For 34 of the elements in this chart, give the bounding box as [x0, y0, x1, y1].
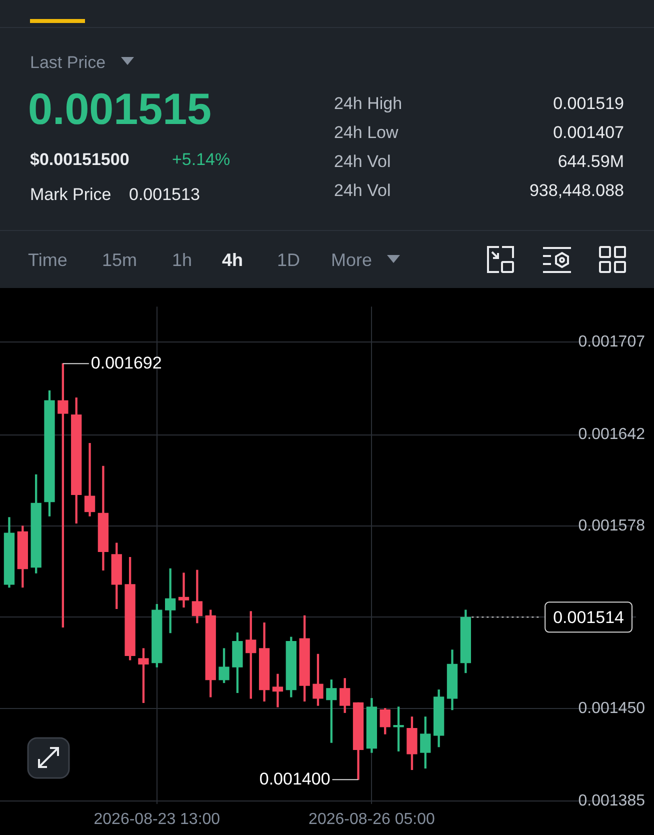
text: 0.001407: [553, 123, 624, 142]
y-tick-label: 0.001450: [578, 700, 646, 717]
candlestick: [272, 674, 284, 708]
text: Last Price: [30, 53, 106, 72]
text: $0.00151500: [30, 150, 130, 169]
text: +5.14%: [172, 150, 230, 169]
text: 15m: [102, 250, 138, 270]
text: 1h: [172, 250, 192, 270]
text: 24h Vol: [334, 152, 391, 171]
text: 0.001515: [28, 85, 212, 134]
text: 644.59M: [558, 152, 624, 171]
y-tick-label: 0.001707: [578, 334, 646, 351]
text: 24h High: [334, 94, 402, 113]
candlestick: [164, 568, 176, 634]
candlestick: [84, 443, 96, 516]
text: 24h Low: [334, 123, 398, 142]
y-tick-label: 0.001642: [578, 426, 646, 444]
text: 4h: [222, 250, 244, 270]
annotation: 0.001692: [90, 353, 162, 372]
text: 0.001513: [129, 185, 200, 204]
y-tick-label: 0.001578: [578, 517, 646, 534]
x-tick-label: 2026-08-23 13:00: [94, 810, 220, 828]
text: Time: [28, 250, 68, 270]
text: 24h Vol: [334, 181, 391, 200]
text: 0.001519: [553, 94, 624, 113]
text: More: [331, 250, 372, 270]
x-tick-label: 2026-08-26 05:00: [308, 810, 435, 828]
candlestick: [178, 572, 190, 608]
text: Mark Price: [30, 185, 112, 204]
annotation: 0.001400: [259, 769, 330, 788]
ref-line-label: 0.001514: [553, 608, 624, 627]
text: 1D: [277, 250, 300, 270]
text: 938,448.088: [529, 181, 624, 200]
y-tick-label: 0.001385: [578, 792, 646, 810]
